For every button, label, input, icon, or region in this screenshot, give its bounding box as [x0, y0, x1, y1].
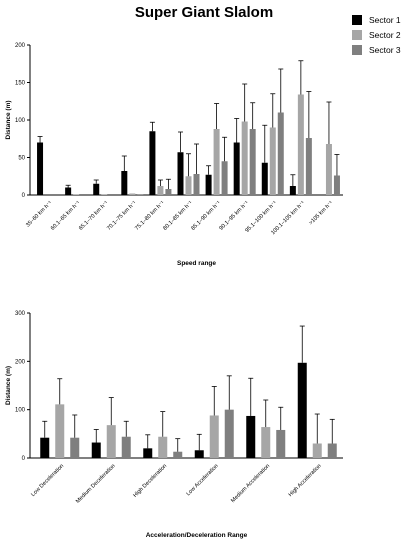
y-tick-label: 150: [15, 81, 26, 87]
bar-sector-1: [205, 174, 212, 195]
bar-sector-3: [137, 194, 144, 195]
bar-sector-2: [101, 194, 108, 195]
x-tick-label: 80.1–85 km h⁻¹: [162, 200, 194, 232]
legend-item-sector-3: Sector 3: [352, 42, 401, 57]
bar-sector-1: [177, 152, 184, 195]
bar-sector-3: [165, 189, 172, 195]
bar-sector-3: [327, 443, 337, 458]
bar-sector-3: [277, 112, 284, 195]
x-tick-label: Low Acceleration: [186, 463, 220, 497]
bar-sector-1: [149, 131, 156, 195]
legend-label-sector-3: Sector 3: [369, 44, 401, 55]
y-tick-label: 200: [15, 43, 26, 49]
bar-sector-2: [241, 121, 248, 195]
bar-sector-2: [157, 186, 164, 195]
y-tick-label: 0: [22, 456, 26, 462]
bar-sector-2: [325, 144, 332, 195]
bar-sector-1: [297, 362, 307, 458]
x-tick-label: 70.1–75 km h⁻¹: [106, 200, 138, 232]
x-axis-label: Acceleration/Deceleration Range: [146, 532, 248, 539]
bar-sector-3: [121, 436, 131, 458]
bar-sector-1: [246, 415, 256, 458]
bar-sector-3: [224, 409, 234, 458]
legend-swatch-sector-1: [352, 14, 362, 25]
bar-sector-3: [333, 175, 340, 195]
chart-2: 0 100 200 300 Distance (m) Acceleration/Decel…: [5, 311, 343, 539]
bar-sector-2: [185, 176, 192, 195]
bar-sector-2: [106, 425, 116, 458]
x-tick-label: Low Deceleration: [30, 463, 65, 498]
bar-sector-1: [261, 162, 268, 195]
bar-sector-3: [221, 161, 228, 195]
y-tick-label: 200: [15, 359, 26, 365]
bar-sector-1: [91, 442, 101, 458]
bar-sector-1: [40, 437, 50, 458]
bar-sector-3: [249, 129, 256, 195]
legend-swatch-sector-2: [352, 29, 362, 40]
bar-sector-3: [70, 437, 80, 458]
y-axis-label: Distance (m): [5, 366, 12, 405]
bar-sector-1: [93, 183, 100, 195]
x-tick-label: Medium Acceleration: [230, 463, 271, 504]
y-tick-label: 0: [22, 193, 26, 199]
bar-sector-1: [194, 450, 204, 458]
y-tick-label: 100: [15, 118, 26, 124]
y-tick-label: 300: [15, 311, 26, 317]
legend: Sector 1 Sector 2 Sector 3: [352, 12, 401, 57]
bar-sector-1: [37, 142, 44, 195]
x-tick-label: 65.1–70 km h⁻¹: [78, 200, 110, 232]
bar-sector-1: [65, 187, 72, 195]
bar-sector-2: [209, 415, 219, 458]
legend-label-sector-1: Sector 1: [369, 14, 401, 25]
chart-1: 0 50 100 150 200 Distance (m) Speed range 35–60…: [5, 43, 343, 267]
x-tick-label: 85.1–90 km h⁻¹: [190, 200, 222, 232]
x-tick-label: 35–60 km h⁻¹: [25, 200, 53, 228]
y-tick-label: 50: [18, 156, 25, 162]
x-tick-label: 75.1–80 km h⁻¹: [134, 200, 166, 232]
bar-sector-2: [261, 427, 271, 458]
x-tick-label: High Deceleration: [132, 463, 168, 499]
bar-sector-3: [193, 174, 200, 195]
legend-item-sector-2: Sector 2: [352, 27, 401, 42]
bar-sector-3: [173, 451, 183, 458]
bar-sector-1: [233, 142, 240, 195]
bar-sector-2: [158, 436, 168, 458]
y-tick-label: 100: [15, 408, 26, 414]
bar-sector-2: [73, 194, 80, 195]
chart-title: Super Giant Slalom: [134, 4, 274, 21]
x-axis-label: Speed range: [177, 260, 216, 267]
bar-sector-1: [143, 448, 153, 458]
bar-sector-1: [121, 171, 128, 195]
legend-item-sector-1: Sector 1: [352, 12, 401, 27]
legend-swatch-sector-3: [352, 44, 362, 55]
legend-label-sector-2: Sector 2: [369, 29, 401, 40]
bar-sector-3: [276, 429, 286, 458]
x-tick-label: High Acceleration: [288, 463, 323, 498]
bar-sector-2: [129, 193, 136, 195]
x-tick-label: >105 km h⁻¹: [308, 200, 334, 226]
x-tick-label: Medium Deceleration: [75, 463, 117, 505]
bar-sector-1: [289, 186, 296, 195]
x-tick-label: 60.1–65 km h⁻¹: [50, 200, 82, 232]
x-tick-label: 90.1–95 km h⁻¹: [218, 200, 250, 232]
bar-sector-2: [213, 129, 220, 195]
bar-sector-2: [297, 94, 304, 195]
bar-sector-2: [55, 404, 65, 458]
bar-sector-2: [269, 127, 276, 195]
bar-sector-2: [312, 443, 322, 458]
y-axis-label: Distance (m): [5, 100, 12, 139]
bar-sector-3: [305, 138, 312, 195]
